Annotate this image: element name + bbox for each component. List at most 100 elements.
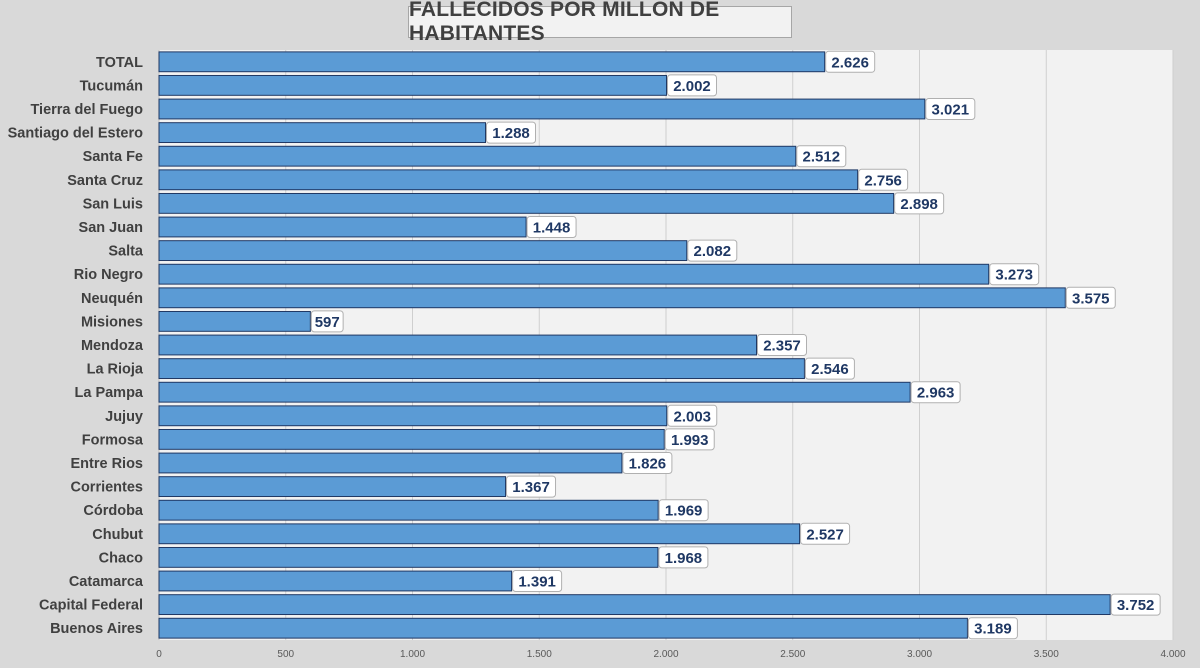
x-tick-label: 3.500 (1034, 649, 1059, 660)
data-label: 1.968 (665, 550, 703, 567)
bar (158, 594, 1111, 616)
bar (158, 499, 659, 521)
data-label: 3.189 (974, 621, 1012, 638)
category-label: Mendoza (81, 338, 144, 354)
data-label-box (1065, 286, 1116, 309)
bar (158, 381, 911, 403)
x-tick-label: 0 (156, 649, 162, 660)
category-label: Santa Cruz (67, 173, 143, 189)
data-label-box (967, 617, 1018, 640)
data-label-box (622, 452, 673, 474)
category-label: Tierra del Fuego (30, 102, 143, 118)
bar (158, 617, 968, 639)
category-label: San Luis (83, 196, 143, 212)
data-label: 3.752 (1117, 597, 1155, 614)
chart-title: FALLECIDOS POR MILLÓN DE HABITANTES (408, 0, 792, 45)
category-label: Santiago del Estero (8, 126, 144, 142)
data-label-box (858, 168, 909, 191)
data-label-box (658, 546, 709, 569)
data-label: 1.826 (629, 456, 667, 473)
data-label-box (796, 145, 847, 168)
data-label-box (506, 475, 557, 498)
data-label-box (925, 98, 976, 120)
data-label: 1.993 (671, 432, 709, 449)
data-label-box (687, 239, 738, 262)
category-label: San Juan (79, 220, 143, 236)
data-label: 1.448 (533, 220, 571, 237)
data-label: 3.273 (995, 267, 1033, 284)
category-label: Córdoba (83, 503, 144, 519)
category-label: Rio Negro (74, 267, 143, 283)
bar (158, 452, 623, 474)
data-label: 2.898 (900, 196, 938, 213)
category-label: Corrientes (70, 480, 143, 496)
bar (158, 310, 311, 332)
data-label: 597 (315, 314, 340, 331)
data-label-box (664, 428, 715, 451)
category-label: Capital Federal (39, 598, 143, 614)
data-label: 2.626 (831, 54, 869, 71)
category-label: Formosa (82, 432, 144, 448)
category-label: La Rioja (87, 362, 144, 378)
bar (158, 169, 859, 191)
bar (158, 523, 801, 545)
data-label: 1.367 (512, 479, 550, 496)
category-label: Tucumán (80, 78, 143, 94)
category-label: Misiones (81, 314, 143, 330)
data-label-box (667, 404, 718, 427)
bar (158, 358, 805, 380)
x-tick-label: 2.500 (780, 649, 805, 660)
x-tick-label: 2.000 (653, 649, 678, 660)
data-label-box (486, 121, 537, 144)
bar (158, 287, 1066, 309)
data-label-box (667, 74, 718, 97)
data-label: 2.003 (673, 408, 711, 425)
data-label-box (310, 310, 344, 333)
bar (158, 240, 688, 262)
bar (158, 428, 665, 450)
bar (158, 476, 507, 498)
bar (158, 405, 668, 427)
data-label-box (1110, 593, 1161, 616)
category-label: Chaco (99, 550, 143, 566)
data-label-box (800, 522, 851, 545)
data-label: 2.002 (673, 78, 711, 95)
data-label-box (825, 50, 876, 73)
data-label: 2.756 (864, 172, 902, 189)
data-label: 3.021 (932, 102, 970, 119)
x-tick-label: 1.000 (400, 649, 425, 660)
category-label: Neuquén (81, 291, 143, 307)
category-label: TOTAL (96, 55, 143, 71)
bar (158, 192, 895, 214)
bar (158, 334, 757, 356)
data-label-box (910, 381, 961, 404)
data-label: 1.969 (665, 503, 703, 520)
data-label: 2.963 (917, 385, 955, 402)
data-label: 2.546 (811, 361, 849, 378)
bar (158, 98, 926, 120)
bar (158, 51, 826, 73)
data-label: 2.082 (694, 243, 732, 260)
data-label-box (989, 263, 1040, 286)
x-tick-label: 500 (277, 649, 294, 660)
data-label-box (804, 357, 855, 380)
data-label-box (526, 216, 577, 238)
bar (158, 122, 487, 144)
bar (158, 74, 668, 96)
category-label: Salta (108, 244, 144, 260)
bar (158, 570, 513, 592)
x-tick-label: 3.000 (907, 649, 932, 660)
category-label: Catamarca (69, 574, 144, 590)
bar (158, 216, 527, 238)
bar (158, 546, 659, 568)
data-label: 2.357 (763, 338, 801, 355)
data-label-box (512, 570, 563, 592)
category-label: Entre Rios (70, 456, 143, 472)
data-label-box (894, 192, 945, 215)
data-label-box (756, 334, 807, 356)
data-label: 2.512 (803, 149, 841, 166)
bar (158, 145, 797, 167)
data-label-box (658, 499, 709, 522)
data-label: 3.575 (1072, 290, 1110, 307)
